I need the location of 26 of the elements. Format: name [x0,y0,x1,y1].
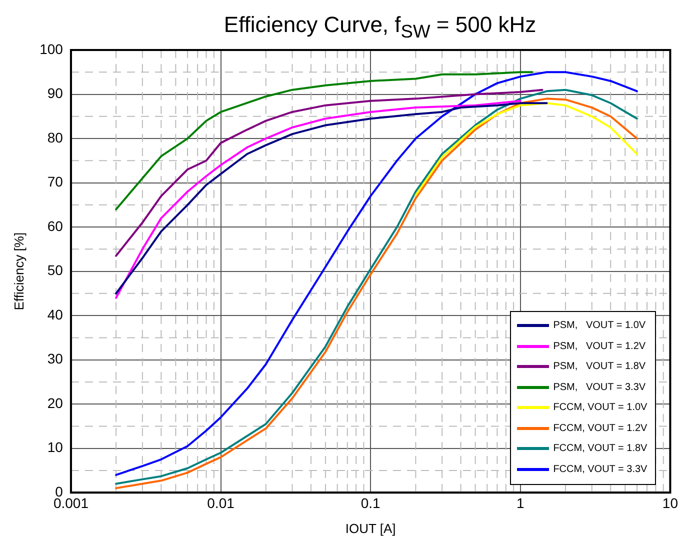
y-tick-label: 20 [47,394,64,411]
y-tick-label: 100 [40,40,64,57]
y-axis-title: Efficiency [%] [11,232,26,310]
x-tick-label: 0.1 [360,494,381,511]
legend-label: PSM, VOUT = 1.2V [553,340,646,352]
y-tick-label: 90 [47,85,64,102]
y-tick-label: 10 [47,439,64,456]
legend-label: FCCM, VOUT = 1.0V [553,402,648,414]
legend-label: FCCM, VOUT = 3.3V [553,464,648,475]
chart-title: Efficiency Curve, f$_{SW}$ = 500 kHz [222,12,538,42]
y-tick-label: 70 [47,174,64,190]
y-tick-label: 80 [47,129,64,146]
legend-label: FCCM, VOUT = 1.2V [553,422,648,434]
x-axis-title: IOUT [A] [345,520,396,536]
legend-label: PSM, VOUT = 1.0V [553,320,646,332]
y-tick-label: 60 [47,218,64,234]
x-tick-label: 10 [662,494,678,511]
x-tick-label: 1 [516,494,524,511]
y-tick-label: 30 [47,350,64,367]
y-tick-label: 40 [47,306,64,322]
legend-label: FCCM, VOUT = 1.8V [553,443,648,454]
y-tick-label: 50 [47,262,64,278]
y-tick-label: 0 [55,483,64,500]
legend-label: PSM, VOUT = 1.8V [553,361,646,372]
legend-label: PSM, VOUT = 3.3V [553,382,646,393]
x-tick-label: 0.01 [207,494,235,511]
